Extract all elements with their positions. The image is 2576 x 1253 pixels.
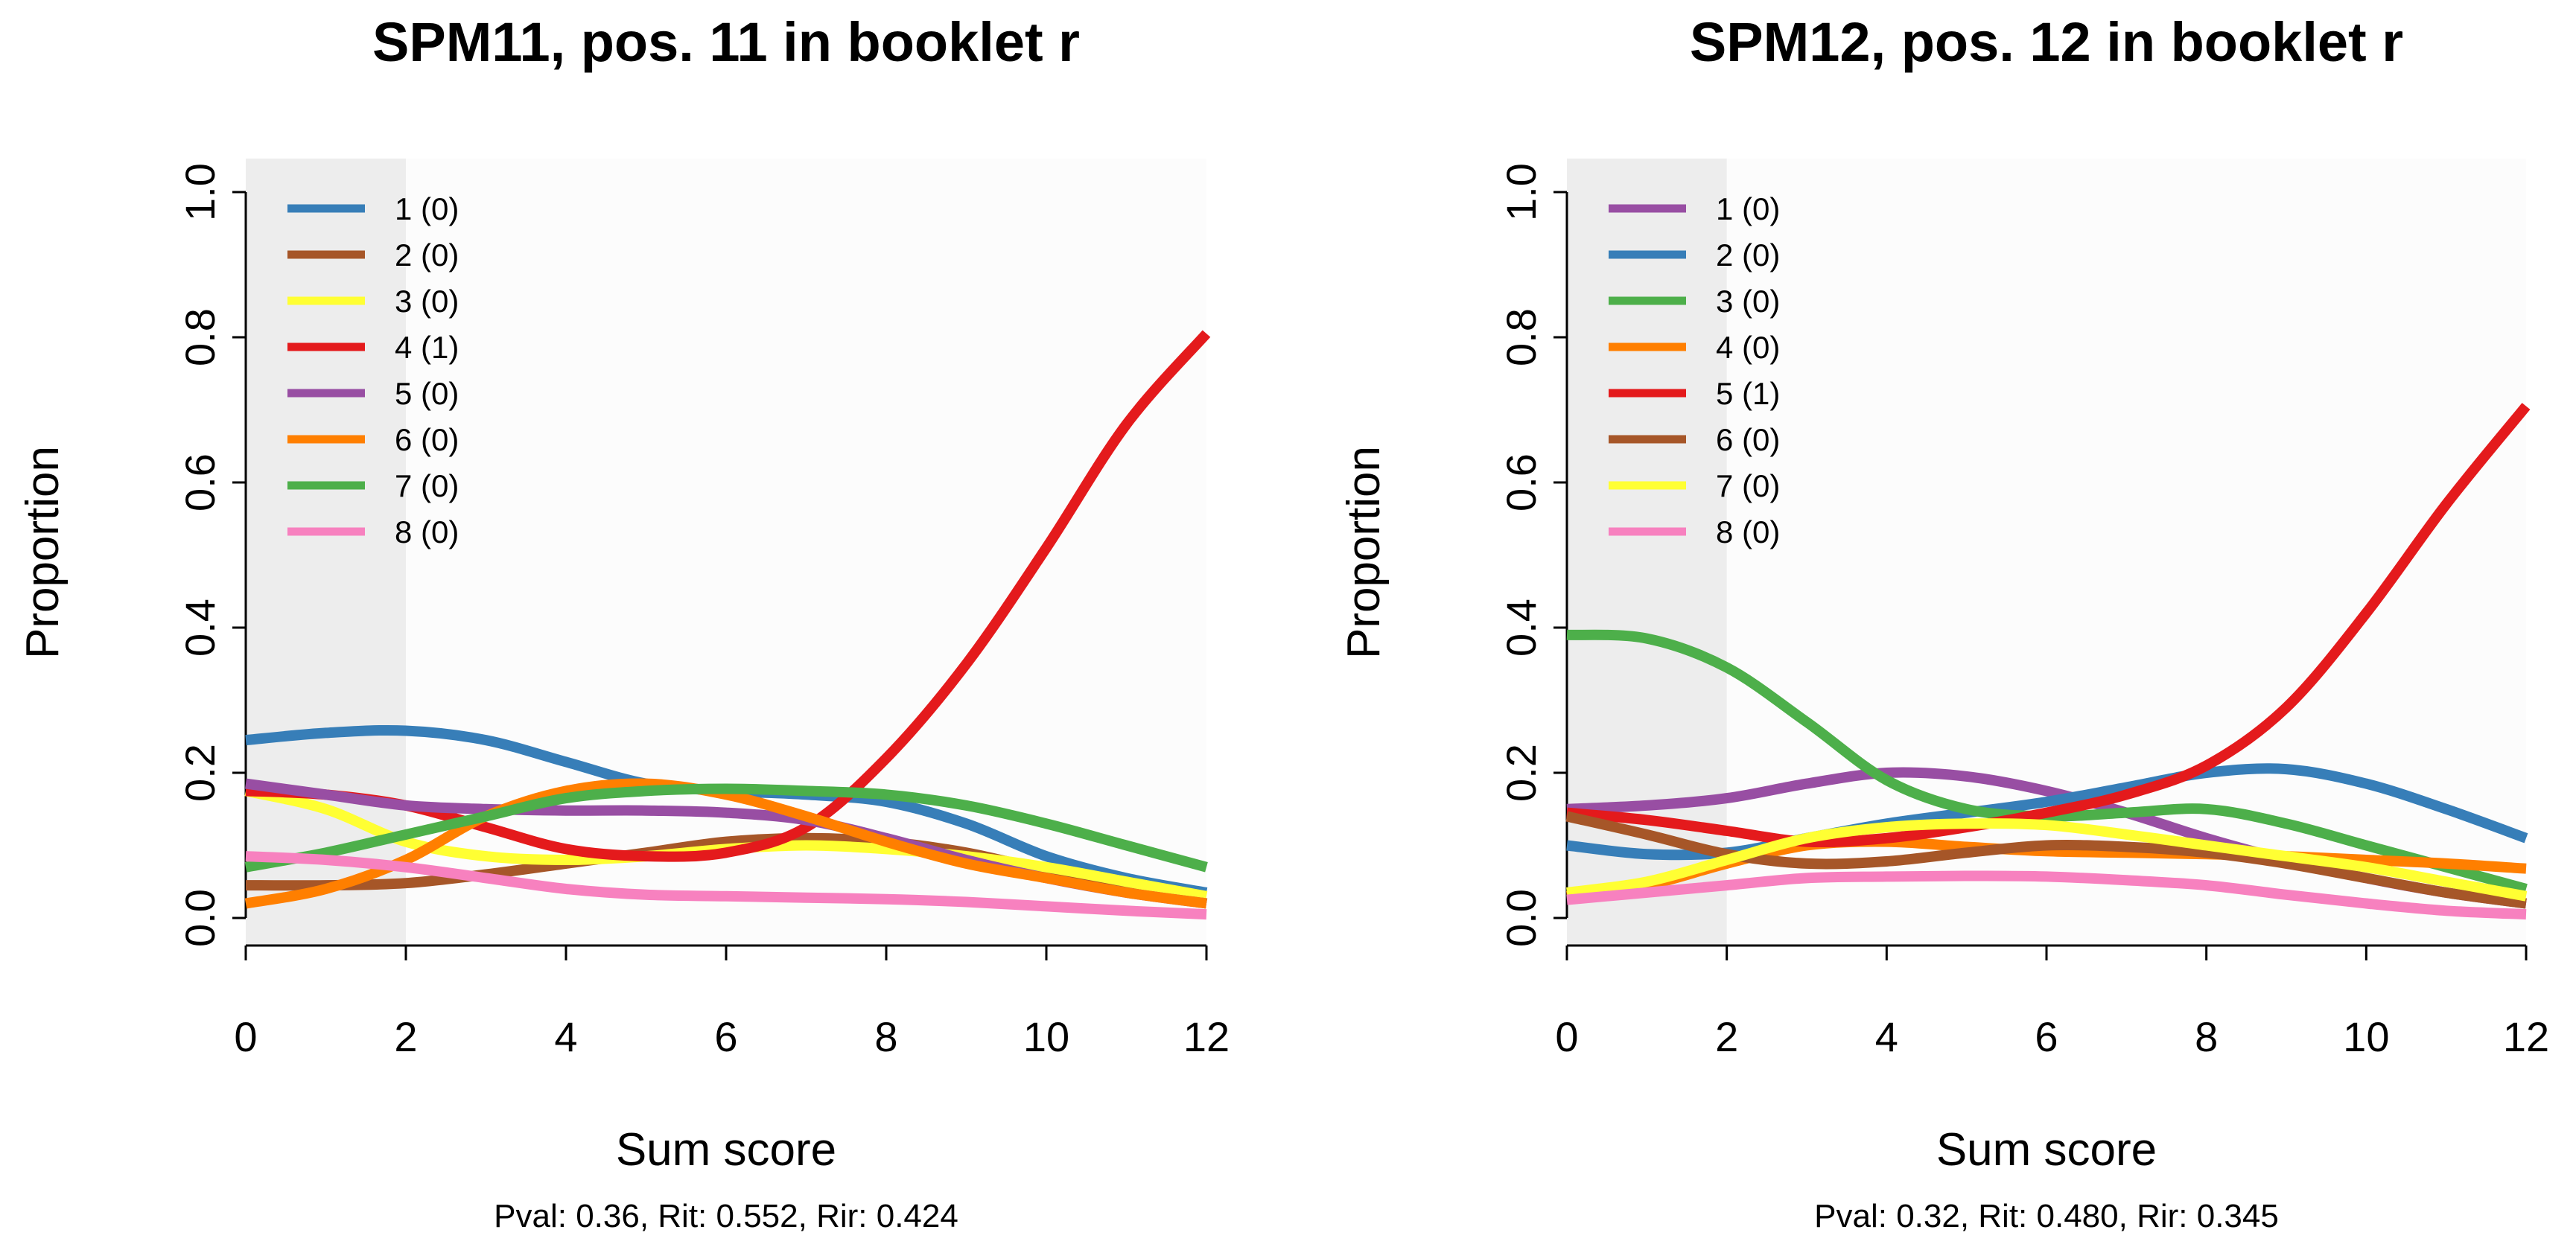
series-line-8 [245,851,1207,920]
x-tick-label: 4 [1875,1013,1898,1060]
chart-panel-1: SPM11, pos. 11 in booklet r 0.0 0.2 0.4 0.6 0… [17,11,1230,1234]
x-tick-label: 8 [874,1013,897,1060]
x-tick-label: 6 [2035,1013,2058,1060]
legend-label: 2 (0) [395,237,459,272]
chart-title: SPM12, pos. 12 in booklet r [1690,11,2403,73]
x-tick-label: 4 [554,1013,577,1060]
legend-label: 5 (1) [1716,376,1780,411]
legend: 1 (0) 2 (0) 3 (0) 4 (0) 5 (1) 6 (0) 7 (0) 8 (0) [1609,191,1780,549]
legend-label: 7 (0) [395,468,459,503]
y-tick-label: 0.6 [1498,453,1545,511]
legend-label: 2 (0) [1716,237,1780,272]
series-line-6 [1565,811,2527,909]
legend-label: 8 (0) [1716,514,1780,549]
x-tick-label: 10 [2343,1013,2389,1060]
y-axis-label: Proportion [1338,446,1390,659]
y-tick-label: 0.0 [176,889,223,947]
y-tick-label: 0.2 [176,744,223,802]
x-axis-label: Sum score [616,1124,836,1176]
y-tick-label: 0.2 [1498,744,1545,802]
x-tick-label: 2 [394,1013,417,1060]
x-tick-label: 6 [714,1013,737,1060]
series-line-8 [1566,870,2527,920]
y-tick-label: 0.6 [176,453,223,511]
x-tick-label: 0 [234,1013,257,1060]
legend-label: 1 (0) [1716,191,1780,226]
x-tick-label: 10 [1023,1013,1069,1060]
y-tick-label: 0.8 [176,308,223,366]
legend-label: 8 (0) [395,514,459,549]
x-tick-label: 2 [1715,1013,1738,1060]
legend-label: 3 (0) [1716,284,1780,319]
y-tick-label: 0.0 [1498,889,1545,947]
x-tick-label: 8 [2195,1013,2218,1060]
y-tick-label: 0.4 [1498,599,1545,657]
y-tick-label: 1.0 [176,163,223,221]
x-tick-label: 12 [1183,1013,1230,1060]
legend-label: 1 (0) [395,191,459,226]
x-tick-label: 0 [1555,1013,1578,1060]
legend-label: 6 (0) [1716,422,1780,457]
legend-label: 6 (0) [395,422,459,457]
y-tick-label: 0.8 [1498,308,1545,366]
x-tick-label: 12 [2503,1013,2549,1060]
chart-panel-2: SPM12, pos. 12 in booklet r 0.0 0.2 0.4 0.6 0… [1338,11,2549,1234]
series-line-7 [1566,818,2528,902]
stats-text: Pval: 0.32, Rit: 0.480, Rir: 0.345 [1814,1198,2279,1234]
legend-label: 3 (0) [395,284,459,319]
legend-label: 4 (1) [395,330,459,365]
series-line-7 [244,783,1208,873]
y-axis-label: Proportion [17,446,69,659]
y-tick-label: 0.4 [176,599,223,657]
series-line-5 [1566,403,2531,848]
legend-label: 7 (0) [1716,468,1780,503]
series-line-6 [244,778,1207,909]
x-axis-label: Sum score [1936,1124,2157,1176]
chart-title: SPM11, pos. 11 in booklet r [372,11,1080,73]
legend-label: 4 (0) [1716,330,1780,365]
y-tick-label: 1.0 [1498,163,1545,221]
legend: 1 (0) 2 (0) 3 (0) 4 (1) 5 (0) 6 (0) 7 (0) 8 (0) [287,191,459,549]
legend-label: 5 (0) [395,376,459,411]
stats-text: Pval: 0.36, Rit: 0.552, Rir: 0.424 [494,1198,958,1234]
